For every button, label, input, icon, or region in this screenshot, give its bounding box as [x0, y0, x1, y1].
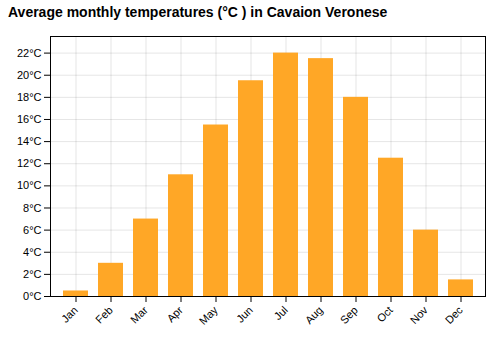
html-text:Average monthly temperatures (: Average monthly temperatures (°C ) in Ca… [8, 4, 388, 20]
svg-text:16°C: 16°C [17, 113, 42, 125]
svg-text:8°C: 8°C [23, 202, 42, 214]
svg-text:Oct: Oct [374, 304, 395, 325]
svg-text:Jul: Jul [271, 304, 289, 322]
svg-text:6°C: 6°C [23, 224, 42, 236]
svg-text:Aug: Aug [303, 304, 325, 326]
svg-text:Feb: Feb [93, 304, 115, 326]
svg-text:Apr: Apr [164, 304, 185, 325]
svg-text:Mar: Mar [128, 304, 150, 326]
svg-text:10°C: 10°C [17, 179, 42, 191]
svg-text:20°C: 20°C [17, 69, 42, 81]
svg-text:Dec: Dec [443, 303, 466, 326]
svg-text:Nov: Nov [408, 303, 431, 326]
svg-text:Sep: Sep [338, 304, 360, 326]
svg-text:May: May [197, 303, 221, 327]
svg-text:Jan: Jan [59, 304, 80, 325]
svg-text:Jun: Jun [234, 304, 255, 325]
svg-text:22°C: 22°C [17, 47, 42, 59]
svg-text:4°C: 4°C [23, 246, 42, 258]
svg-text:0°C: 0°C [23, 290, 42, 302]
svg-text:12°C: 12°C [17, 157, 42, 169]
svg-text:18°C: 18°C [17, 91, 42, 103]
svg-text:14°C: 14°C [17, 135, 42, 147]
svg-text:2°C: 2°C [23, 268, 42, 280]
